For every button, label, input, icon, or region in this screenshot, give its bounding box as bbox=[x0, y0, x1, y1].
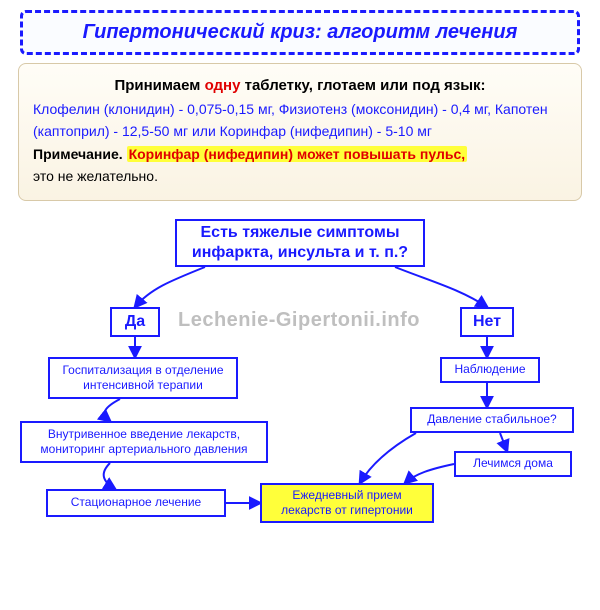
watermark: Lechenie-Gipertonii.info bbox=[178, 309, 420, 332]
edge-0 bbox=[135, 267, 205, 307]
edge-9 bbox=[405, 464, 454, 483]
page-title: Гипертонический криз: алгоритм лечения bbox=[20, 10, 580, 55]
node-home: Лечимся дома bbox=[454, 451, 572, 477]
node-daily: Ежедневный прием лекарств от гипертонии bbox=[260, 483, 434, 523]
intro-pre: Принимаем bbox=[114, 77, 204, 94]
intro-drugs: Клофелин (клонидин) - 0,075-0,15 мг, Физ… bbox=[33, 98, 567, 143]
edge-3 bbox=[105, 399, 120, 421]
flowchart: Lechenie-Gipertonii.info Есть тяжелые си… bbox=[0, 211, 600, 551]
note-highlight: Коринфар (нифедипин) может повышать пуль… bbox=[127, 146, 468, 162]
note-label: Примечание. bbox=[33, 146, 123, 162]
edge-4 bbox=[104, 463, 115, 489]
intro-panel: Принимаем одну таблетку, глотаем или под… bbox=[18, 63, 582, 201]
node-iv: Внутривенное введение лекарств, монитори… bbox=[20, 421, 268, 463]
node-stable: Давление стабильное? bbox=[410, 407, 574, 433]
node-hosp: Госпитализация в отделение интенсивной т… bbox=[48, 357, 238, 399]
node-q1: Есть тяжелые симптомы инфаркта, инсульта… bbox=[175, 219, 425, 267]
node-no: Нет bbox=[460, 307, 514, 337]
intro-headline: Принимаем одну таблетку, глотаем или под… bbox=[33, 74, 567, 98]
node-obs: Наблюдение bbox=[440, 357, 540, 383]
intro-note: Примечание. Коринфар (нифедипин) может п… bbox=[33, 143, 567, 165]
intro-post: таблетку, глотаем или под язык: bbox=[240, 77, 485, 94]
intro-note-tail: это не желательно. bbox=[33, 165, 567, 187]
node-stat: Стационарное лечение bbox=[46, 489, 226, 517]
edge-1 bbox=[395, 267, 487, 307]
intro-red-word: одну bbox=[205, 77, 241, 94]
node-yes: Да bbox=[110, 307, 160, 337]
edge-8 bbox=[500, 433, 507, 451]
edge-10 bbox=[360, 433, 416, 483]
